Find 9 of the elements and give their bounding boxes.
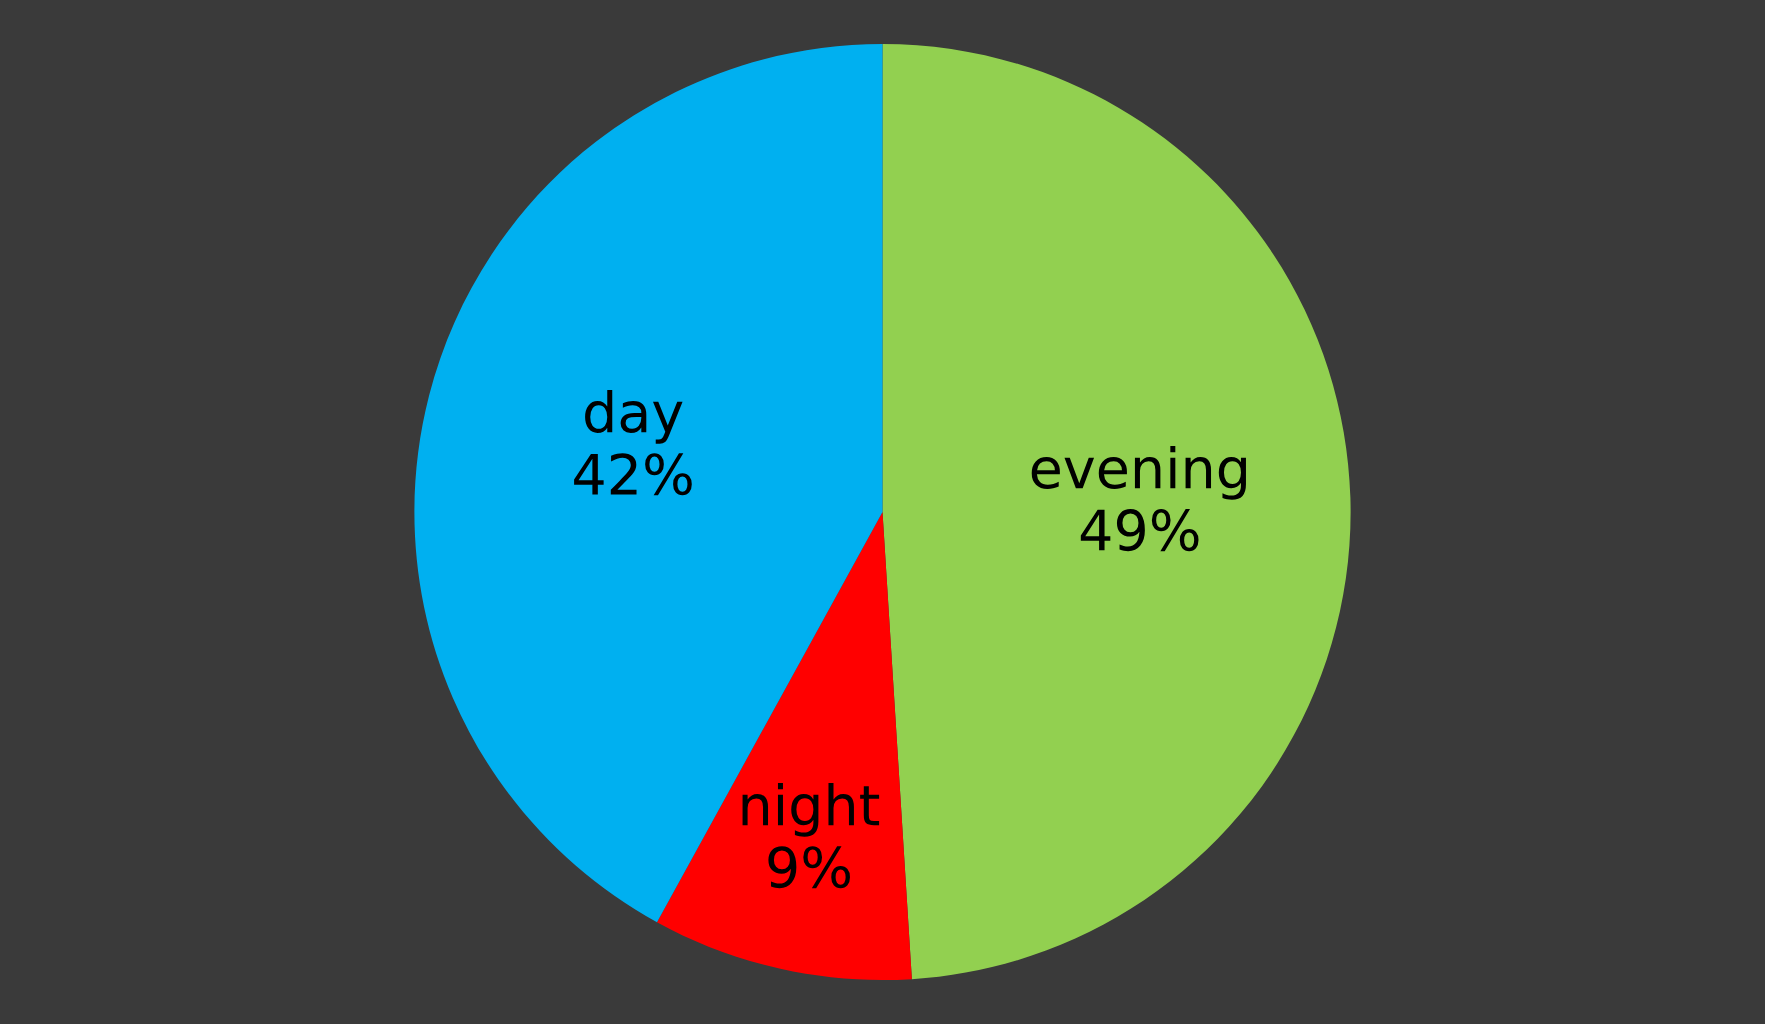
data-label: 42%: [574, 453, 692, 496]
data-label: 49%: [1080, 509, 1199, 552]
pie-slice: [656, 512, 912, 981]
pie-slice: [882, 43, 1351, 980]
slice-label: night: [742, 782, 880, 837]
pie-slice: [414, 43, 883, 923]
data-label: 9%: [768, 846, 850, 889]
slice-label: evening: [1031, 445, 1246, 500]
slice-label: day: [585, 389, 683, 444]
